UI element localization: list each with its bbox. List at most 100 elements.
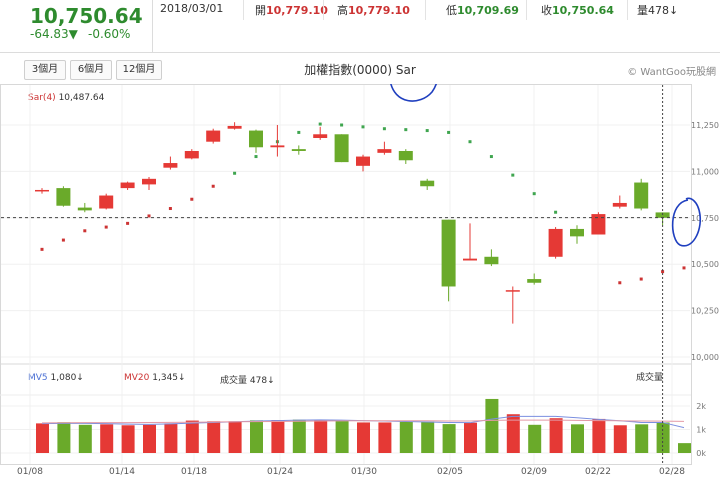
low-field: 低10,709.69	[446, 2, 519, 20]
candle-body	[249, 130, 263, 148]
open-value: 10,779.10	[266, 4, 328, 17]
sar-dot	[126, 221, 130, 225]
candle-body	[634, 182, 649, 209]
open-field: 開10,779.10	[255, 2, 328, 20]
range-12m-button[interactable]: 12個月	[116, 60, 162, 80]
volume-bar	[571, 424, 584, 453]
candle-body	[548, 228, 563, 257]
candle-body	[527, 279, 542, 283]
range-3m-button[interactable]: 3個月	[24, 60, 66, 80]
y-tick-label: 10,750	[691, 214, 719, 223]
range-6m-button[interactable]: 6個月	[70, 60, 112, 80]
candle-body	[227, 125, 242, 129]
volume-bar	[250, 420, 263, 453]
high-label: 高	[337, 4, 348, 17]
x-tick-label: 02/28	[659, 467, 685, 477]
volume-tick-label: 2k	[696, 402, 706, 411]
sar-dot	[297, 130, 301, 134]
sar-dot	[211, 184, 215, 188]
volume-bar	[399, 421, 413, 453]
candle-body	[56, 188, 71, 206]
price-chart[interactable]: 01/08 01/14 01/18 01/24 01/30 02/05 02/09 02/22…	[0, 84, 720, 483]
sar-dot	[447, 130, 451, 134]
volume-panel-title: 成交量	[636, 373, 664, 383]
candle-body	[163, 163, 178, 168]
volume-bar	[335, 420, 349, 453]
divider	[243, 0, 244, 20]
sar-dot	[532, 192, 536, 196]
price-change: -64.83▼	[30, 27, 78, 41]
candle-body	[184, 150, 199, 159]
volume-bar	[421, 421, 435, 453]
divider	[526, 0, 527, 20]
volume-bar	[442, 424, 456, 453]
sar-dot	[682, 266, 686, 270]
volume-value: 478↓	[648, 4, 679, 17]
close-field: 收10,750.64	[541, 2, 614, 20]
volume-bar	[57, 422, 71, 453]
candle-body	[356, 156, 370, 166]
x-tick-label: 02/22	[585, 467, 611, 477]
y-tick-label: 11,250	[691, 121, 719, 130]
sar-dot	[554, 210, 558, 214]
mv20-legend: MV20 1,345↓	[124, 373, 186, 383]
sar-dot	[425, 129, 429, 133]
volume-bar	[271, 420, 285, 453]
mv5-legend: MV5 1,080↓	[28, 373, 84, 383]
quote-date: 2018/03/01	[160, 2, 224, 15]
candle-body	[206, 130, 221, 142]
candle-body	[35, 189, 49, 192]
candle-body	[377, 149, 392, 153]
sar-dot	[318, 122, 322, 126]
y-tick-label: 10,250	[691, 307, 719, 316]
plot-frame	[0, 84, 692, 465]
candle-body	[612, 202, 627, 207]
x-tick-label: 02/05	[437, 467, 463, 477]
sar-dot	[661, 270, 665, 274]
sar-dot	[104, 225, 108, 229]
sar-dot	[639, 277, 643, 281]
sar-legend: Sar(4) 10,487.64	[28, 93, 104, 103]
candle-body	[420, 180, 435, 187]
volume-bar	[613, 425, 627, 453]
y-tick-label: 10,500	[691, 260, 719, 269]
volume-bar	[292, 419, 306, 453]
watermark: © WantGoo玩股網	[627, 67, 716, 78]
candle-body	[99, 195, 114, 209]
candle-body	[505, 290, 520, 292]
last-price: 10,750.64	[30, 4, 143, 28]
volume-label: 量	[637, 4, 648, 17]
mv20-value: 1,345↓	[152, 373, 186, 383]
candle-body	[484, 256, 499, 265]
price-change-pct: -0.60%	[88, 27, 131, 41]
low-value: 10,709.69	[457, 4, 519, 17]
divider	[425, 0, 426, 20]
x-tick-label: 01/24	[267, 467, 293, 477]
volume-bar	[78, 424, 92, 453]
sar-dot	[618, 281, 622, 285]
volume-bar	[36, 423, 49, 453]
sar-dot	[254, 155, 258, 159]
sar-dot	[233, 171, 237, 175]
candle-body	[77, 207, 92, 211]
low-label: 低	[446, 4, 457, 17]
volume-bar	[121, 425, 135, 453]
volume-legend: 成交量 478↓	[220, 373, 275, 386]
sar-dot	[168, 207, 172, 211]
sar-label: Sar(4)	[28, 93, 56, 103]
candle-body	[463, 258, 477, 261]
volume-bar	[464, 422, 477, 453]
candle-body	[120, 182, 135, 189]
volume-bar	[635, 424, 649, 453]
x-tick-label: 02/09	[521, 467, 547, 477]
sar-dot	[83, 229, 87, 233]
divider	[323, 0, 324, 20]
volume-bar	[143, 424, 156, 453]
volume-bar	[357, 422, 370, 453]
sar-dot	[468, 140, 472, 144]
chart-title: 加權指數(0000) Sar	[304, 63, 416, 77]
volume-field: 量478↓	[637, 2, 678, 20]
candle-body	[591, 214, 606, 235]
candle-body	[313, 134, 328, 138]
candle-body	[270, 145, 285, 148]
